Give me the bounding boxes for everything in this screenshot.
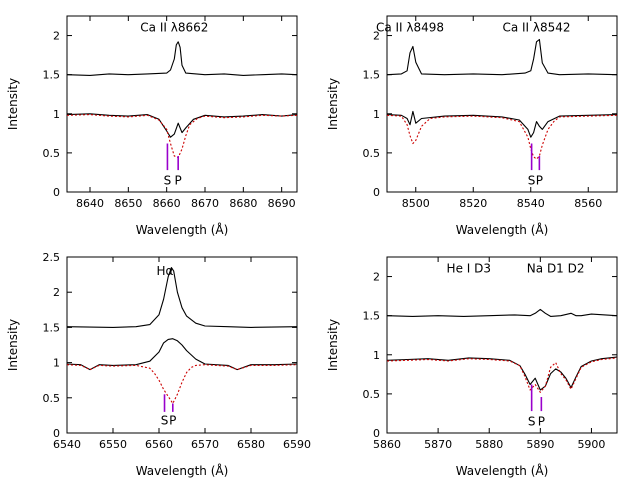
line-annotation: Ca II λ8542 — [502, 21, 570, 35]
line-annotation: Ca II λ8662 — [140, 21, 208, 35]
y-tick-label: 0.5 — [43, 147, 61, 160]
series-observed-upper — [387, 308, 617, 317]
y-tick-label: 0.5 — [43, 392, 61, 405]
y-tick-label: 2 — [53, 30, 60, 43]
series-observed-lower — [67, 338, 297, 371]
line-annotation: Na D1 D2 — [527, 262, 585, 276]
y-axis-label: Intensity — [326, 78, 340, 130]
marker-label-s: S — [161, 413, 169, 427]
x-axis-label: Wavelength (Å) — [136, 463, 229, 478]
x-tick-label: 5870 — [424, 438, 452, 451]
series-model — [387, 114, 617, 160]
x-axis-label: Wavelength (Å) — [456, 222, 549, 237]
series-group — [387, 308, 617, 393]
x-tick-label: 5900 — [577, 438, 605, 451]
y-axis-label: Intensity — [6, 78, 20, 130]
x-tick-label: 8690 — [268, 197, 296, 210]
marker-label-s: S — [528, 173, 536, 187]
y-axis-label: Intensity — [326, 319, 340, 371]
series-observed-lower — [387, 356, 617, 391]
series-model — [387, 357, 617, 393]
marker-label-p: P — [175, 173, 182, 187]
x-tick-label: 8660 — [153, 197, 181, 210]
line-annotation: He I D3 — [447, 262, 491, 276]
y-tick-label: 1.5 — [43, 321, 61, 334]
panel-top-right: 8500 8520 8540 8560 0 0.5 1 1.5 2 Wavelength (Å) I… — [326, 15, 618, 237]
y-tick-label: 2.5 — [43, 251, 61, 264]
y-tick-label: 0.5 — [363, 147, 381, 160]
plot-frame — [386, 15, 618, 193]
y-axis-label: Intensity — [6, 319, 20, 371]
marker-label-p: P — [538, 414, 545, 428]
series-model — [67, 364, 297, 404]
marker-label-p: P — [536, 173, 543, 187]
x-tick-label: 6560 — [145, 438, 173, 451]
y-tick-label: 0 — [373, 186, 380, 199]
plot-frame — [386, 256, 618, 434]
x-tick-label: 6580 — [237, 438, 265, 451]
y-tick-label: 1.5 — [363, 310, 381, 323]
x-tick-label: 8540 — [517, 197, 545, 210]
marker-label-p: P — [169, 413, 176, 427]
panel-top-left: 8640 8650 8660 8670 8680 8690 0 0.5 1 1.5 2 Wavelen… — [6, 15, 298, 237]
plot-frame — [66, 256, 298, 434]
marker-label-s: S — [528, 414, 536, 428]
plot-frame — [66, 15, 298, 193]
y-tick-label: 1.5 — [363, 69, 381, 82]
x-tick-label: 8680 — [229, 197, 257, 210]
x-axis-label: Wavelength (Å) — [456, 463, 549, 478]
series-observed-upper — [67, 41, 297, 76]
y-tick-label: 2 — [373, 271, 380, 284]
series-observed-lower — [387, 110, 617, 138]
x-tick-label: 8560 — [574, 197, 602, 210]
y-tick-label: 0.5 — [363, 388, 381, 401]
x-tick-label: 8520 — [459, 197, 487, 210]
x-tick-label: 8500 — [402, 197, 430, 210]
y-tick-label: 2 — [373, 30, 380, 43]
y-tick-label: 2 — [53, 286, 60, 299]
x-axis-label: Wavelength (Å) — [136, 222, 229, 237]
series-model — [67, 114, 297, 159]
x-tick-label: 5890 — [526, 438, 554, 451]
x-tick-label: 6540 — [53, 438, 81, 451]
y-tick-label: 0 — [373, 427, 380, 440]
y-tick-label: 1 — [53, 357, 60, 370]
x-tick-label: 8640 — [76, 197, 104, 210]
series-group — [67, 267, 297, 404]
line-annotation: Hα — [157, 264, 174, 278]
y-tick-label: 1 — [53, 108, 60, 121]
y-tick-label: 1.5 — [43, 69, 61, 82]
marker-label-s: S — [164, 173, 172, 187]
panel-bottom-right: 5860 5870 5880 5890 5900 0 0.5 1 1.5 2 Wavelength … — [326, 256, 618, 478]
y-tick-label: 1 — [373, 349, 380, 362]
y-tick-label: 0 — [53, 186, 60, 199]
y-tick-label: 0 — [53, 427, 60, 440]
x-tick-label: 6550 — [99, 438, 127, 451]
series-observed-upper — [387, 38, 617, 76]
series-observed-upper — [67, 267, 297, 328]
x-tick-label: 6570 — [191, 438, 219, 451]
x-tick-label: 8670 — [191, 197, 219, 210]
x-tick-label: 6590 — [283, 438, 311, 451]
x-tick-label: 5860 — [373, 438, 401, 451]
series-group — [67, 41, 297, 159]
panel-bottom-left: 6540 6550 6560 6570 6580 6590 0 0.5 1 1.5 2 2.5 Wave… — [6, 251, 311, 478]
y-tick-label: 1 — [373, 108, 380, 121]
x-tick-label: 8650 — [114, 197, 142, 210]
x-tick-label: 5880 — [475, 438, 503, 451]
line-annotation: Ca II λ8498 — [376, 21, 444, 35]
series-group — [387, 38, 617, 160]
series-observed-lower — [67, 113, 297, 138]
